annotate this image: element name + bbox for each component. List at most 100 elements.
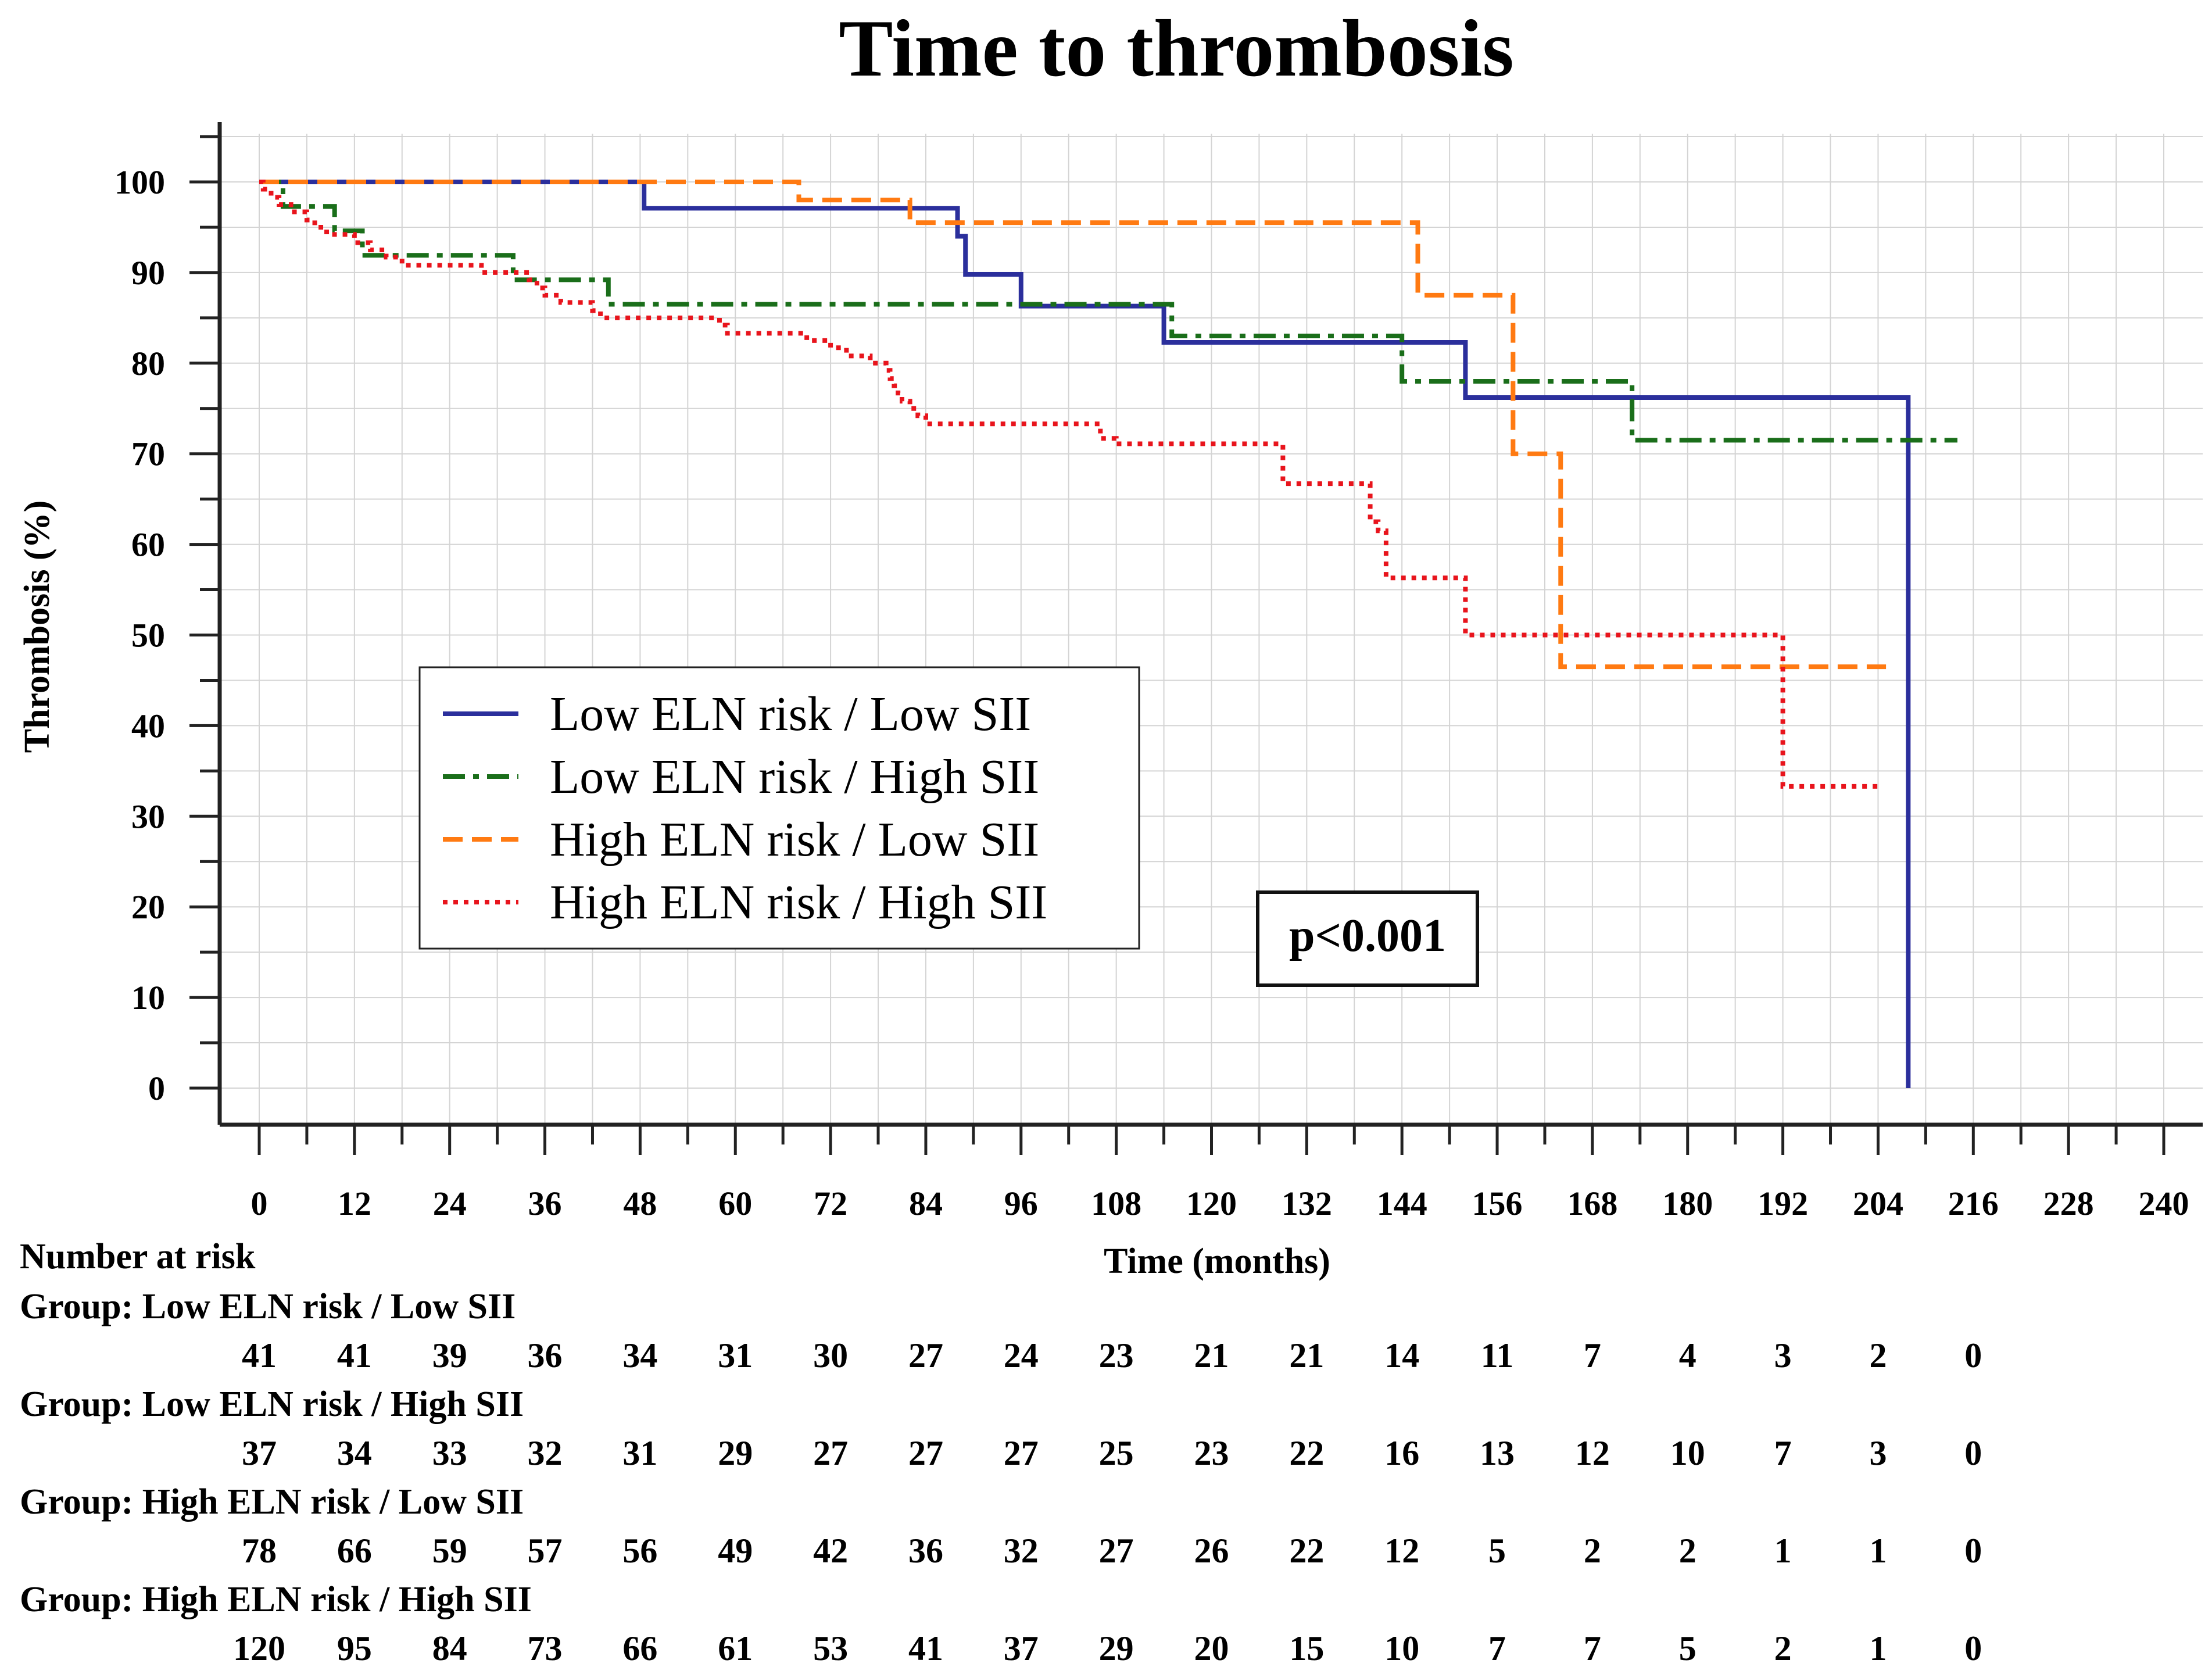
x-tick-label: 168 [1567, 1185, 1617, 1222]
risk-count: 33 [432, 1434, 467, 1472]
risk-count: 27 [1099, 1532, 1134, 1570]
risk-count: 7 [1584, 1336, 1601, 1375]
risk-count: 21 [1194, 1336, 1229, 1375]
risk-count: 11 [1481, 1336, 1514, 1375]
risk-count: 37 [242, 1434, 277, 1472]
survival-curves [259, 180, 1957, 1088]
risk-count: 41 [908, 1629, 943, 1668]
x-tick-label: 132 [1282, 1185, 1332, 1222]
risk-count: 29 [718, 1434, 753, 1472]
risk-count: 26 [1194, 1532, 1229, 1570]
risk-count: 41 [242, 1336, 277, 1375]
x-tick-label: 0 [251, 1185, 268, 1222]
series-line-1 [259, 180, 1911, 1088]
x-tick-label: 84 [909, 1185, 943, 1222]
risk-count: 31 [622, 1434, 657, 1472]
risk-group-label: Group: Low ELN risk / Low SII [20, 1287, 516, 1326]
y-axis-label: Thrombosis (%) [17, 500, 57, 753]
risk-count: 36 [908, 1532, 943, 1570]
risk-count: 36 [528, 1336, 563, 1375]
legend-box [418, 666, 1140, 950]
y-tick-label: 70 [131, 435, 165, 473]
series-line-2 [259, 180, 1957, 443]
risk-count: 29 [1099, 1629, 1134, 1668]
risk-count: 16 [1384, 1434, 1419, 1472]
risk-count: 7 [1584, 1629, 1601, 1668]
risk-count: 61 [718, 1629, 753, 1668]
series-line-4 [259, 180, 1878, 789]
x-tick-label: 216 [1948, 1185, 1999, 1222]
risk-count: 66 [337, 1532, 372, 1570]
x-tick-label: 12 [338, 1185, 371, 1222]
risk-count: 120 [233, 1629, 285, 1668]
risk-count: 27 [908, 1434, 943, 1472]
y-tick-label: 20 [131, 888, 165, 926]
risk-count: 5 [1679, 1629, 1696, 1668]
y-axis-ticks: 0 10 20 30 40 50 60 70 80 90 100 [114, 135, 220, 1107]
risk-count: 0 [1964, 1629, 1982, 1668]
risk-count: 59 [432, 1532, 467, 1570]
risk-count: 56 [622, 1532, 657, 1570]
y-tick-label: 40 [131, 707, 165, 745]
y-tick-label: 60 [131, 526, 165, 564]
risk-count: 32 [1004, 1532, 1039, 1570]
legend-label-1: Low ELN risk / Low SII [550, 687, 1031, 741]
risk-count: 7 [1774, 1434, 1792, 1472]
risk-count: 2 [1584, 1532, 1601, 1570]
risk-count: 12 [1575, 1434, 1610, 1472]
risk-count: 57 [528, 1532, 563, 1570]
risk-count: 14 [1384, 1336, 1419, 1375]
risk-count: 37 [1004, 1629, 1039, 1668]
risk-count: 24 [1004, 1336, 1039, 1375]
risk-count: 15 [1289, 1629, 1324, 1668]
p-value-text: p<0.001 [1289, 910, 1446, 961]
risk-count: 31 [718, 1336, 753, 1375]
y-tick-label: 50 [131, 617, 165, 654]
risk-count: 7 [1488, 1629, 1506, 1668]
risk-count: 23 [1099, 1336, 1134, 1375]
chart-title: Time to thrombosis [839, 3, 1514, 94]
series-line-3 [259, 180, 1887, 670]
x-tick-label: 192 [1758, 1185, 1808, 1222]
risk-count: 27 [908, 1336, 943, 1375]
risk-count: 3 [1774, 1336, 1792, 1375]
risk-count: 41 [337, 1336, 372, 1375]
p-value-box [1256, 890, 1479, 987]
x-tick-label: 204 [1853, 1185, 1903, 1222]
risk-count: 4 [1679, 1336, 1696, 1375]
risk-count: 53 [813, 1629, 848, 1668]
x-axis-ticks: 0 12 24 36 48 60 72 84 96 108 120 132 144 156 168 180 19… [251, 1125, 2189, 1222]
risk-count: 22 [1289, 1532, 1324, 1570]
risk-count: 66 [622, 1629, 657, 1668]
risk-count: 1 [1869, 1629, 1887, 1668]
risk-count: 1 [1774, 1532, 1792, 1570]
risk-count: 13 [1480, 1434, 1515, 1472]
x-tick-label: 180 [1662, 1185, 1713, 1222]
risk-count: 2 [1774, 1629, 1792, 1668]
risk-count: 22 [1289, 1434, 1324, 1472]
risk-group-label: Group: Low ELN risk / High SII [20, 1385, 524, 1424]
x-tick-label: 96 [1004, 1185, 1038, 1222]
risk-count: 34 [622, 1336, 657, 1375]
risk-count: 23 [1194, 1434, 1229, 1472]
risk-count: 27 [1004, 1434, 1039, 1472]
risk-count: 27 [813, 1434, 848, 1472]
x-tick-label: 72 [814, 1185, 847, 1222]
risk-group-label: Group: High ELN risk / High SII [20, 1580, 532, 1619]
risk-count: 34 [337, 1434, 372, 1472]
risk-table: Number at risk Group: Low ELN risk / Low… [20, 1237, 1982, 1668]
legend-label-4: High ELN risk / High SII [550, 875, 1047, 929]
risk-count: 42 [813, 1532, 848, 1570]
risk-count: 25 [1099, 1434, 1134, 1472]
risk-count: 30 [813, 1336, 848, 1375]
risk-count: 32 [528, 1434, 563, 1472]
risk-count: 12 [1384, 1532, 1419, 1570]
risk-count: 3 [1869, 1434, 1887, 1472]
risk-table-header: Number at risk [20, 1237, 256, 1276]
x-tick-label: 144 [1377, 1185, 1427, 1222]
x-tick-label: 48 [623, 1185, 657, 1222]
risk-count: 5 [1488, 1532, 1506, 1570]
risk-count: 2 [1679, 1532, 1696, 1570]
risk-count: 49 [718, 1532, 753, 1570]
